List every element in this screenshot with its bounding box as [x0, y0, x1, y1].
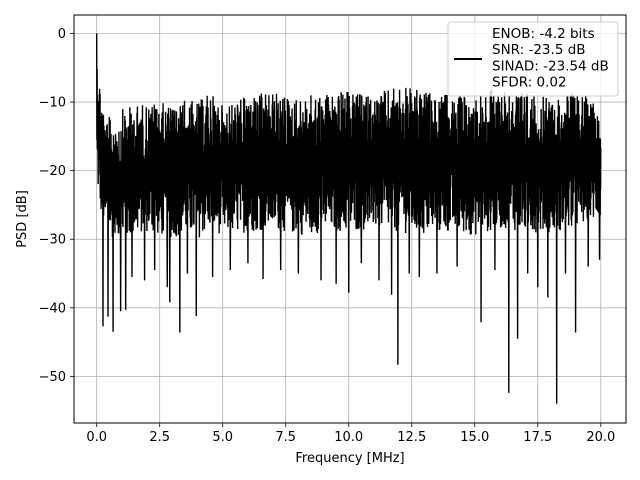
legend: ENOB: -4.2 bits SNR: -23.5 dB SINAD: -23.5… — [447, 21, 619, 97]
y-tick-label: −10 — [39, 96, 66, 111]
x-tick-label: 2.5 — [149, 430, 170, 445]
x-tick-label: 10.0 — [334, 430, 363, 445]
x-tick-label: 7.5 — [275, 430, 296, 445]
x-tick-label: 0.0 — [86, 430, 107, 445]
legend-box — [447, 21, 619, 97]
plot-area — [95, 33, 602, 404]
x-axis-label: Frequency [MHz] — [295, 451, 404, 466]
y-tick-label: −50 — [39, 370, 66, 385]
x-tick-label: 5.0 — [212, 430, 233, 445]
legend-label-line: SFDR: 0.02 — [492, 75, 567, 91]
x-tick-label: 17.5 — [523, 430, 552, 445]
psd-series-line — [95, 33, 602, 404]
x-tick-label: 12.5 — [397, 430, 426, 445]
legend-label: ENOB: -4.2 bits SNR: -23.5 dB SINAD: -23.5… — [492, 26, 609, 91]
legend-label-line: SINAD: -23.54 dB — [492, 58, 609, 74]
y-axis-label: PSD [dB] — [15, 190, 30, 248]
x-tick-label: 20.0 — [586, 430, 615, 445]
y-axis-ticks: 0 −10 −20 −30 −40 −50 — [39, 27, 74, 385]
legend-label-line: SNR: -23.5 dB — [492, 42, 586, 58]
y-tick-label: −20 — [39, 164, 66, 179]
y-tick-label: −40 — [39, 301, 66, 316]
legend-label-line: ENOB: -4.2 bits — [492, 26, 595, 42]
y-tick-label: −30 — [39, 233, 66, 248]
axes-frame — [73, 14, 627, 424]
y-tick-label: 0 — [58, 27, 66, 42]
x-axis-ticks: 0.0 2.5 5.0 7.5 10.0 12.5 15.0 17.5 20.0 — [86, 423, 615, 445]
x-tick-label: 15.0 — [460, 430, 489, 445]
